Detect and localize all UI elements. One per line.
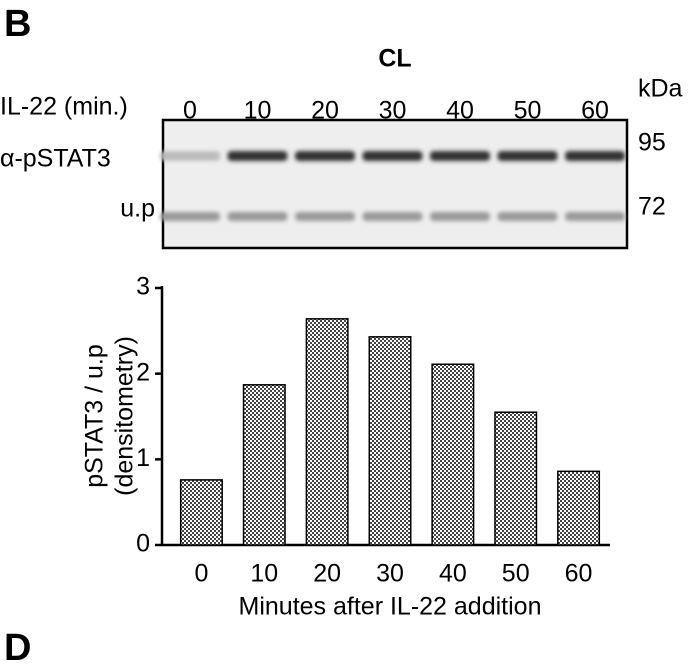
bar [368, 336, 412, 546]
band [497, 212, 558, 221]
lane-label: 60 [581, 97, 609, 125]
band [295, 151, 355, 161]
panel-label: B [4, 3, 31, 45]
band [160, 212, 220, 221]
band [362, 212, 423, 221]
lane-label: 0 [183, 97, 197, 125]
band [362, 151, 423, 161]
x-tick-label: 50 [502, 560, 530, 588]
y-axis-title: pSTAT3 / u.p [81, 344, 109, 488]
band [430, 151, 490, 161]
blot-bands [160, 151, 625, 221]
x-tick-label: 30 [376, 560, 404, 588]
band [497, 151, 558, 161]
bar [494, 411, 538, 546]
x-tick-label: 10 [250, 560, 278, 588]
bar [431, 363, 475, 546]
marker-label: 72 [638, 193, 666, 221]
bar [557, 470, 601, 546]
lane-label: 20 [311, 97, 339, 125]
x-tick-label: 60 [565, 560, 593, 588]
band [160, 151, 220, 161]
band [227, 212, 288, 221]
y-tick-label: 1 [136, 444, 150, 472]
kda-unit: kDa [638, 75, 683, 103]
x-tick-label: 0 [194, 560, 208, 588]
lane-label: 40 [446, 97, 474, 125]
lane-label: 10 [244, 97, 272, 125]
row-label: α-pSTAT3 [0, 145, 111, 173]
y-axis-title: (densitometry) [111, 336, 139, 496]
band [227, 151, 288, 161]
row-label: u.p [120, 195, 155, 223]
lane-label: 30 [379, 97, 407, 125]
band [430, 212, 490, 221]
y-tick-label: 3 [136, 273, 150, 301]
y-tick-label: 2 [136, 358, 150, 386]
lane-label: 50 [514, 97, 542, 125]
band [565, 212, 625, 221]
lane-header: IL-22 (min.) [0, 93, 128, 121]
x-tick-label: 20 [313, 560, 341, 588]
y-tick-label: 0 [136, 530, 150, 558]
panel-label: D [4, 627, 31, 666]
band [295, 212, 355, 221]
band [565, 151, 625, 161]
bar [179, 479, 223, 546]
x-axis-title: Minutes after IL-22 addition [239, 593, 542, 621]
marker-label: 95 [638, 129, 666, 157]
x-tick-label: 40 [439, 560, 467, 588]
bar [305, 318, 349, 546]
blot-title: CL [378, 45, 411, 73]
blot-image [161, 118, 629, 250]
bar [242, 384, 286, 546]
